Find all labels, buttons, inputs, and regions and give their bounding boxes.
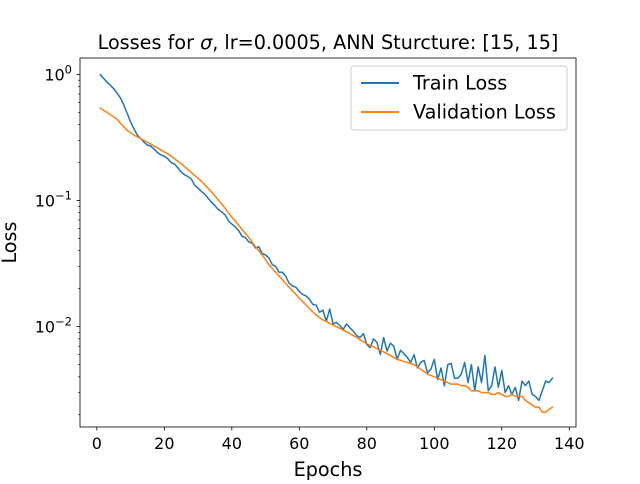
x-tick-label: 60 bbox=[289, 434, 309, 453]
plot-frame bbox=[79, 57, 577, 428]
x-tick-label: 100 bbox=[419, 434, 450, 453]
y-tick-label: 10−1 bbox=[35, 189, 72, 211]
legend-label-train-loss: Train Loss bbox=[412, 72, 507, 95]
x-tick-label: 140 bbox=[554, 434, 585, 453]
x-axis-label: Epochs bbox=[294, 458, 363, 480]
legend-frame bbox=[350, 65, 568, 131]
y-tick-label: 100 bbox=[44, 62, 72, 84]
legend: Train Loss Validation Loss bbox=[350, 65, 568, 131]
y-axis-ticks: 100 10−1 10−2 bbox=[35, 62, 80, 416]
y-axis-label: Loss bbox=[0, 221, 21, 263]
chart-title-symbol: σ bbox=[200, 31, 213, 54]
legend-label-validation-loss: Validation Loss bbox=[413, 101, 556, 124]
x-tick-label: 80 bbox=[357, 434, 377, 453]
x-tick-label: 20 bbox=[154, 434, 174, 453]
x-tick-label: 120 bbox=[486, 434, 517, 453]
x-tick-label: 40 bbox=[222, 434, 242, 453]
chart-title-suffix: , lr=0.0005, ANN Sturcture: [15, 15] bbox=[212, 31, 558, 54]
x-axis-ticks: 0 20 40 60 80 100 120 140 bbox=[92, 427, 585, 453]
y-tick-label: 10−2 bbox=[35, 315, 72, 337]
chart-title-prefix: Losses for bbox=[98, 31, 200, 54]
chart-title: Losses for σ, lr=0.0005, ANN Sturcture: … bbox=[98, 31, 559, 54]
plot-area bbox=[99, 73, 554, 413]
series-line-validation-loss bbox=[99, 107, 554, 413]
x-tick-label: 0 bbox=[92, 434, 102, 453]
